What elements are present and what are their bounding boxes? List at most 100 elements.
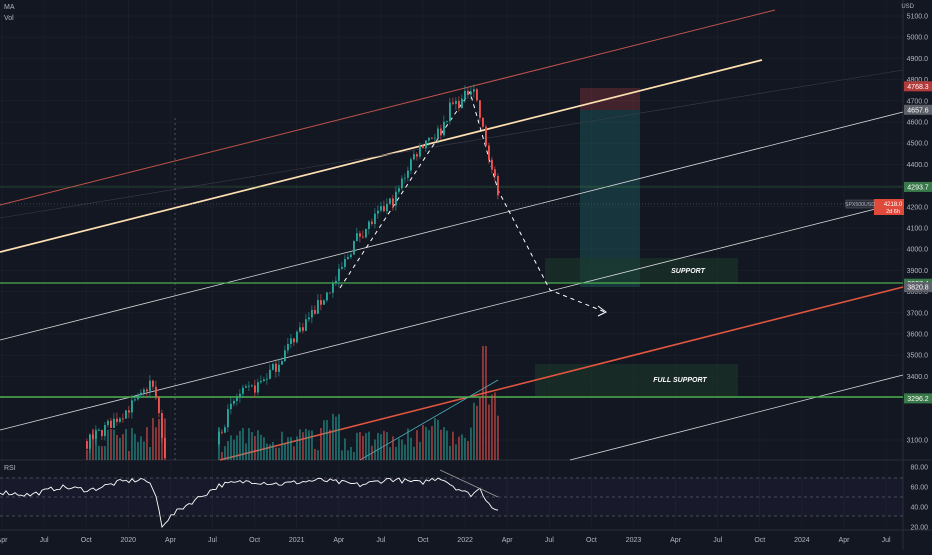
price-tag-box (904, 181, 932, 192)
price-tick-label: 4900.0 (907, 56, 929, 63)
volume-bar (248, 428, 250, 460)
candle-body (104, 425, 106, 437)
time-tick-label: Jul (713, 537, 722, 544)
time-tick-label: Oct (249, 537, 260, 544)
volume-bar (446, 430, 448, 460)
volume-bar (329, 429, 331, 460)
volume-bar (383, 430, 385, 460)
volume-bar (449, 446, 451, 460)
candle-body (113, 418, 115, 428)
candle-body (413, 154, 415, 160)
candle-body (446, 121, 448, 122)
volume-bar (128, 451, 130, 460)
time-tick-label: Jul (882, 537, 891, 544)
time-tick-label: Apr (670, 537, 682, 544)
volume-bar (308, 430, 310, 460)
channel-lower-line[interactable] (0, 201, 904, 431)
price-tick-label: 3600.0 (907, 332, 929, 339)
candle-body (299, 327, 301, 332)
candle-body (407, 170, 409, 178)
candle-body (431, 137, 433, 139)
candle-body (314, 309, 316, 314)
support-label: SUPPORT (671, 268, 705, 275)
rsi-line (0, 477, 499, 528)
channel-mid-line[interactable] (0, 111, 904, 341)
volume-bar (359, 432, 361, 460)
candle-body (98, 429, 100, 431)
candle-body (158, 397, 160, 414)
candle-body (227, 409, 229, 428)
volume-bar (224, 446, 226, 460)
candle-body (140, 392, 142, 396)
rsi-pane[interactable]: RSI (0, 465, 903, 528)
channel-bottom-line[interactable] (569, 374, 904, 461)
candle-body (224, 427, 226, 433)
candle-body (332, 283, 334, 293)
volume-bar (239, 430, 241, 460)
candle-body (356, 233, 358, 242)
volume-bar (305, 429, 307, 460)
time-tick-label: Oct (81, 537, 92, 544)
candle-body (359, 233, 361, 237)
rsi-trendline (439, 469, 499, 498)
price-tick-label: 4100.0 (907, 226, 929, 233)
volume-bar (311, 430, 313, 460)
volume-bar (260, 434, 262, 460)
full-support-zone[interactable] (535, 364, 738, 396)
volume-bar (137, 441, 139, 460)
candle-body (347, 256, 349, 260)
channel-main-line[interactable] (0, 59, 763, 253)
volume-bar (353, 451, 355, 460)
candle-body (482, 117, 484, 127)
time-tick-label: 2020 (121, 537, 137, 544)
candle-body (488, 145, 490, 160)
volume-bar (149, 447, 151, 460)
price-tick-label: 3100.0 (907, 438, 929, 445)
ma-legend[interactable]: MA (4, 4, 15, 11)
volume-bar (140, 436, 142, 460)
price-tick-label: 3400.0 (907, 374, 929, 381)
support-zone[interactable] (545, 258, 738, 283)
volume-bar (116, 435, 118, 460)
volume-bar (365, 433, 367, 460)
candle-body (386, 203, 388, 212)
volume-bar (125, 429, 127, 460)
price-tick-label: 4600.0 (907, 120, 929, 127)
candle-body (440, 128, 442, 136)
volume-bar (479, 397, 481, 460)
volume-bar (416, 430, 418, 460)
volume-bar (461, 434, 463, 460)
candle-body (155, 386, 157, 398)
volume-bar (476, 405, 478, 460)
candle-body (254, 385, 256, 393)
time-axis[interactable]: Apr Jul Oct 2020 Apr Jul Oct 2021 Apr Jul Oct 2022 A… (0, 537, 891, 544)
channel-upper-red-line[interactable] (0, 9, 776, 206)
rsi-legend[interactable]: RSI (4, 465, 16, 472)
candle-body (455, 100, 457, 104)
volume-bar (95, 429, 97, 460)
short-position-target-zone[interactable] (580, 110, 640, 287)
volume-bar (110, 429, 112, 460)
price-axis[interactable]: 5100.0 5000.0 4900.0 4800.0 4700.0 4600.0 4500… (907, 14, 929, 445)
candle-body (134, 399, 136, 401)
candle-body (257, 382, 259, 393)
candle-body (95, 430, 97, 439)
candlestick-series[interactable] (86, 84, 499, 458)
channel-faint-line (0, 69, 904, 219)
vol-legend[interactable]: Vol (4, 15, 14, 22)
volume-bar (389, 447, 391, 460)
volume-bar (107, 429, 109, 460)
volume-bar (338, 414, 340, 460)
volume-bar (482, 346, 484, 460)
rsi-axis[interactable]: 80.00 60.00 40.00 20.00 (910, 465, 928, 532)
price-tick-label: 4800.0 (907, 77, 929, 84)
volume-bar (398, 438, 400, 460)
projection-path[interactable] (339, 90, 606, 313)
symbol-price-tag: 4218.0 2d 6h SPX500USD (845, 199, 904, 215)
candle-body (230, 403, 232, 410)
drawings-layer[interactable]: SUPPORT FULL SUPPORT (0, 9, 904, 461)
volume-bar (113, 429, 115, 460)
